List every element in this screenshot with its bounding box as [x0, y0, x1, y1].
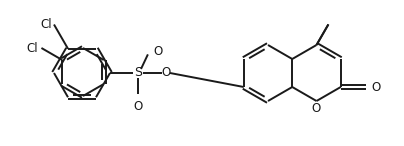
Text: O: O	[133, 100, 143, 113]
Text: Cl: Cl	[27, 41, 38, 54]
Text: Cl: Cl	[40, 18, 52, 31]
Text: O: O	[312, 102, 321, 115]
Text: S: S	[134, 66, 142, 80]
Text: O: O	[153, 45, 162, 58]
Text: O: O	[161, 66, 170, 80]
Text: O: O	[371, 80, 380, 93]
